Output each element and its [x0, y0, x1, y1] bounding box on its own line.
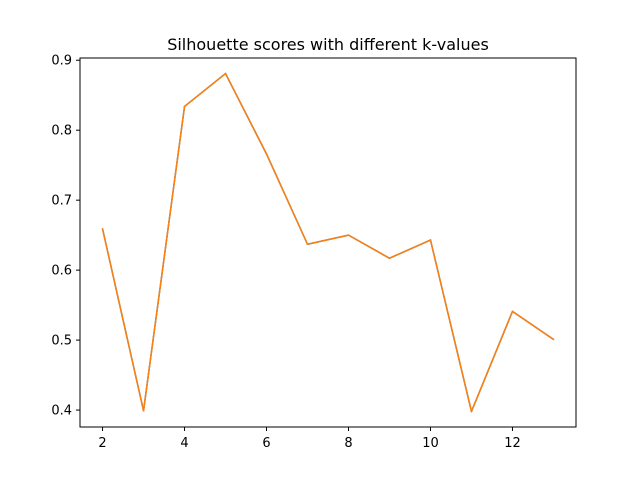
y-tick-label: 0.6	[51, 264, 72, 279]
data-point	[142, 410, 145, 412]
chart-title: Silhouette scores with different k-value…	[167, 35, 489, 54]
data-point	[101, 228, 104, 230]
y-tick-label: 0.4	[51, 404, 72, 419]
data-point	[306, 243, 309, 245]
x-tick-label: 4	[180, 436, 188, 451]
x-axis: 2 4 6 8 10 12	[98, 427, 521, 451]
data-point	[347, 234, 350, 236]
data-point	[429, 239, 432, 241]
x-tick-label: 8	[344, 436, 352, 451]
y-axis: 0.4 0.5 0.6 0.7 0.8 0.9	[51, 54, 80, 419]
y-tick-label: 0.9	[51, 54, 72, 69]
plot-area	[101, 72, 555, 413]
data-point	[388, 257, 391, 259]
x-tick-label: 6	[262, 436, 270, 451]
data-point	[511, 310, 514, 313]
data-point	[265, 153, 268, 155]
data-point	[552, 338, 555, 341]
axes-frame	[79, 57, 577, 428]
x-tick-label: 10	[422, 436, 439, 451]
series-line-1	[101, 72, 554, 413]
data-point	[224, 72, 227, 75]
x-tick-label: 2	[98, 436, 106, 451]
x-tick-label: 12	[504, 436, 521, 451]
y-tick-label: 0.7	[51, 194, 72, 209]
y-tick-label: 0.5	[51, 334, 72, 349]
data-point	[183, 105, 186, 108]
y-tick-label: 0.8	[51, 124, 72, 139]
data-point	[470, 410, 473, 413]
series-line-2	[101, 72, 554, 413]
series-1	[101, 72, 555, 413]
series-2	[101, 72, 555, 413]
